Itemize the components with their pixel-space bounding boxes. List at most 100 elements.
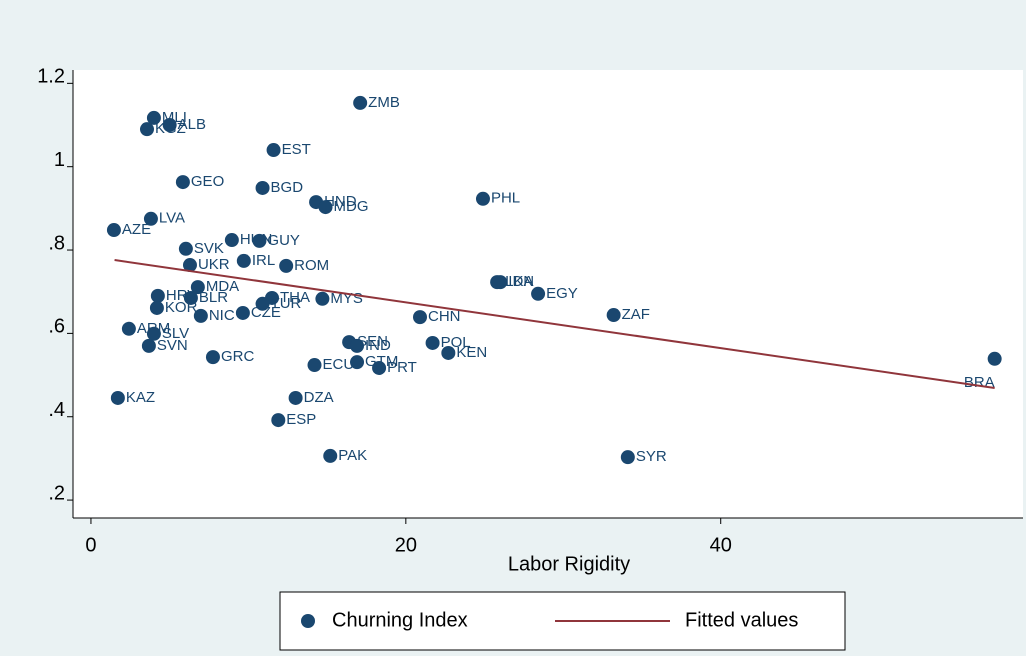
y-tick-label: .8 — [48, 232, 65, 254]
x-tick-label: 20 — [395, 534, 417, 556]
point — [475, 191, 490, 206]
plot-area — [73, 70, 1023, 518]
point — [162, 118, 177, 133]
point-label: LVA — [159, 210, 185, 227]
point — [146, 326, 161, 341]
point-label: SEN — [357, 333, 388, 350]
point — [235, 305, 250, 320]
point-label: KEN — [456, 344, 487, 361]
point-label: CHN — [428, 308, 461, 325]
point-label: PHL — [491, 190, 520, 207]
point — [150, 288, 165, 303]
point-label: MDG — [334, 198, 369, 215]
point — [205, 350, 220, 365]
point-label: KGZ — [155, 120, 186, 137]
point — [149, 300, 164, 315]
legend-label: Churning Index — [332, 609, 468, 631]
point-label: BLR — [199, 289, 228, 306]
point-label: LKA — [505, 273, 533, 290]
point — [620, 450, 635, 465]
point — [490, 275, 505, 290]
point — [323, 448, 338, 463]
point — [143, 211, 158, 226]
point — [193, 308, 208, 323]
x-axis-title: Labor Rigidity — [508, 553, 630, 575]
point — [252, 233, 267, 248]
legend-label: Fitted values — [685, 609, 798, 631]
point — [175, 175, 190, 190]
point — [236, 253, 251, 268]
point-label: EST — [282, 141, 311, 158]
point-label: ALB — [178, 116, 206, 133]
point — [350, 355, 365, 370]
point-label: GEO — [191, 173, 224, 190]
point — [139, 122, 154, 137]
point-label: EGY — [546, 285, 578, 302]
point-label: IND — [365, 337, 391, 354]
point-label: BGD — [271, 179, 304, 196]
point-label: ESP — [286, 411, 316, 428]
point-label: KOR — [165, 299, 198, 316]
x-tick-label: 0 — [85, 534, 96, 556]
point — [987, 351, 1002, 366]
point — [413, 310, 428, 325]
y-tick-label: .6 — [48, 316, 65, 338]
point — [121, 321, 136, 336]
point-label: SVK — [194, 240, 224, 257]
y-tick-label: 1 — [54, 149, 65, 171]
point-label: SLV — [162, 325, 189, 342]
point-label: AZE — [122, 221, 151, 238]
point-label: ZMB — [368, 94, 400, 111]
point-label: ECU — [323, 356, 355, 373]
point — [350, 338, 365, 353]
point-label: ZAF — [622, 306, 650, 323]
point-label: SYR — [636, 448, 667, 465]
point-label: PAK — [338, 447, 367, 464]
point — [441, 345, 456, 360]
point-label: MDA — [206, 278, 239, 295]
point-label: GRC — [221, 348, 255, 365]
point-label: PRT — [387, 359, 417, 376]
y-tick-label: .2 — [48, 482, 65, 504]
point — [110, 390, 125, 405]
point — [266, 143, 281, 158]
point — [271, 413, 286, 428]
point — [224, 233, 239, 248]
y-tick-label: 1.2 — [37, 66, 65, 88]
point — [183, 290, 198, 305]
x-tick-label: 40 — [710, 534, 732, 556]
point — [318, 200, 333, 215]
point — [106, 223, 121, 238]
point — [606, 308, 621, 323]
point-label: KAZ — [126, 389, 155, 406]
point-label: THA — [280, 289, 310, 306]
point-label: TUR — [271, 295, 302, 312]
point-label: UKR — [198, 256, 230, 273]
point — [288, 390, 303, 405]
point — [178, 241, 193, 256]
point — [353, 95, 368, 110]
legend-marker — [301, 614, 315, 628]
point-label: NIC — [209, 307, 235, 324]
point-label: SVN — [157, 337, 188, 354]
point — [425, 335, 440, 350]
fit-line — [114, 259, 995, 389]
point — [141, 338, 156, 353]
point — [315, 291, 330, 306]
point — [279, 258, 294, 273]
point-label: IRL — [252, 252, 275, 269]
point-label: ROM — [294, 257, 329, 274]
point — [255, 296, 270, 311]
point — [190, 280, 205, 295]
point — [255, 180, 270, 195]
point — [182, 258, 197, 273]
point — [531, 286, 546, 301]
y-tick-label: .4 — [48, 399, 65, 421]
point — [146, 110, 161, 125]
point-label: HRV — [166, 287, 197, 304]
point-label: DZA — [304, 389, 334, 406]
point-label: GUY — [267, 232, 300, 249]
point — [307, 358, 322, 373]
point-label: CZE — [251, 304, 281, 321]
